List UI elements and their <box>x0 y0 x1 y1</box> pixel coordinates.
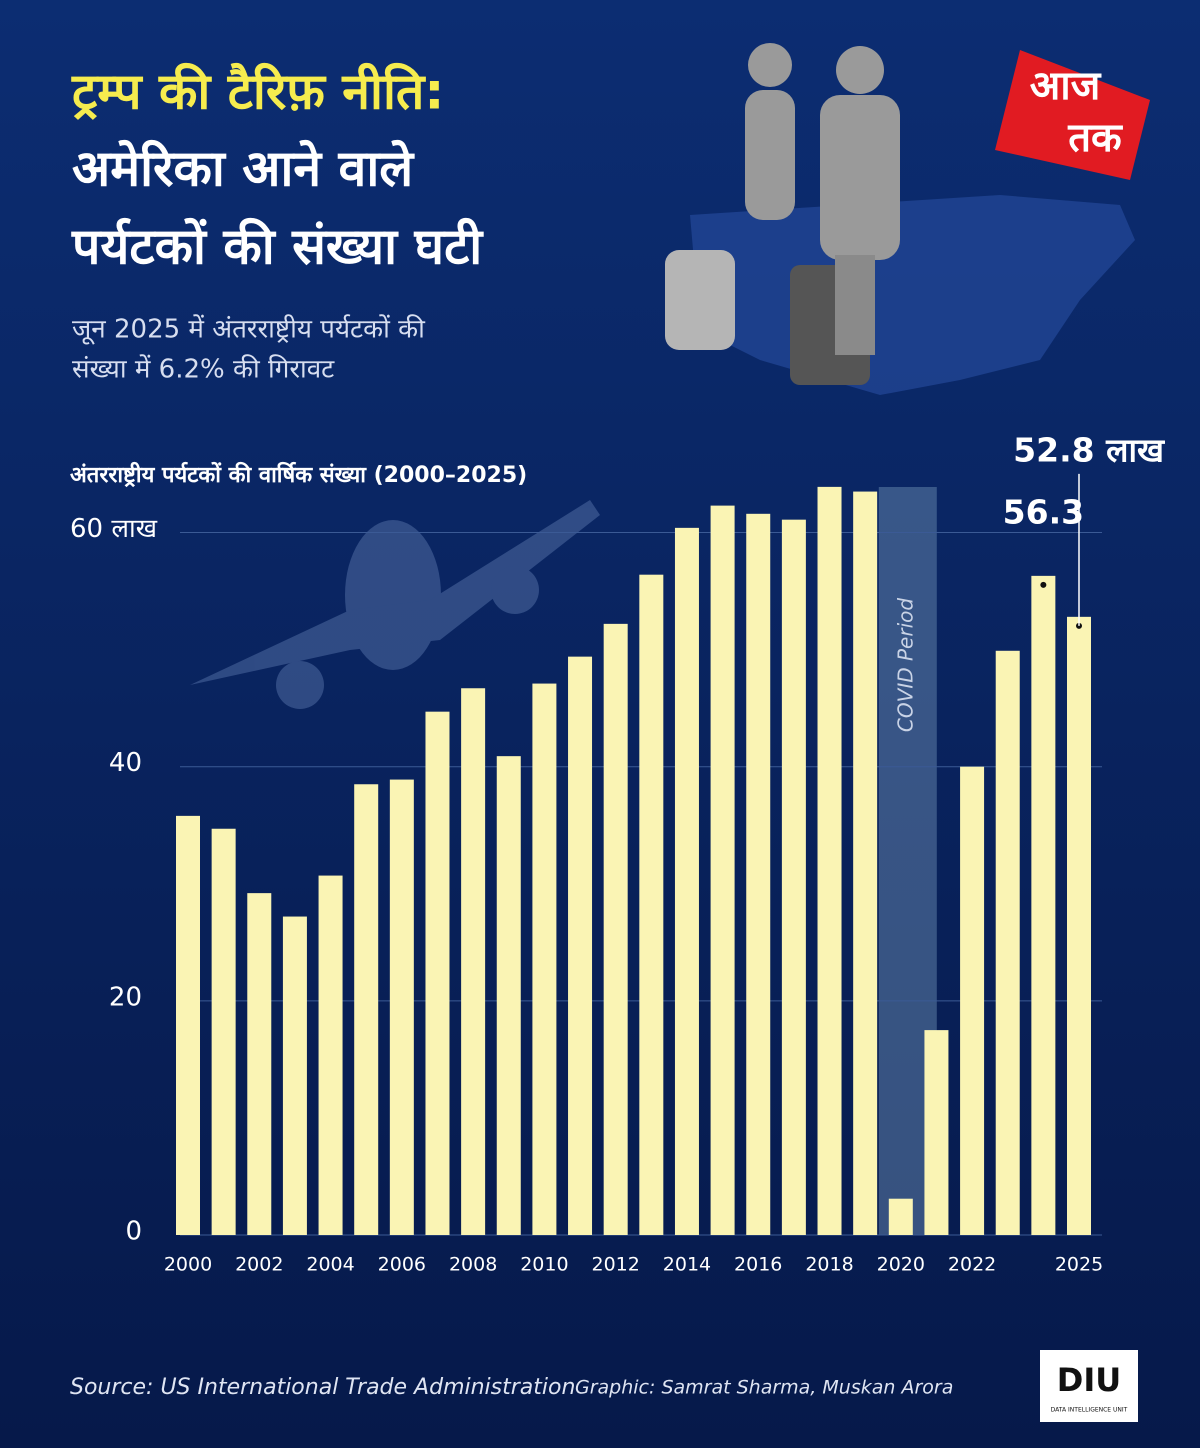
x-tick-label: 2006 <box>378 1254 426 1276</box>
y-tick-label: 0 <box>125 1217 142 1247</box>
subtitle: जून 2025 में अंतरराष्ट्रीय पर्यटकों की <box>72 314 426 346</box>
plot: COVID Period 0 20 40 60 लाख 2000 2002 2004 2006 2… <box>70 430 1165 1275</box>
diu-logo <box>1040 1350 1138 1422</box>
x-tick-label: 2025 <box>1055 1254 1103 1276</box>
traveller-illustration <box>665 43 900 385</box>
bar <box>176 815 200 1235</box>
bar <box>1067 616 1091 1235</box>
x-tick-label: 2022 <box>948 1254 996 1276</box>
bar <box>354 784 379 1235</box>
y-tick-label: 60 लाख <box>70 514 158 544</box>
bar <box>496 756 521 1235</box>
bar <box>389 779 414 1235</box>
bar <box>1031 575 1056 1235</box>
chart-title: अमेरिका आने वाले <box>72 140 415 198</box>
credit: Graphic: Samrat Sharma, Muskan Arora <box>575 1377 953 1399</box>
bar <box>568 656 593 1235</box>
x-tick-label: 2000 <box>164 1254 212 1276</box>
bar <box>461 688 486 1235</box>
bar <box>282 916 307 1235</box>
x-tick-label: 2012 <box>592 1254 640 1276</box>
logo-text: तक <box>1067 115 1123 161</box>
bar <box>853 491 878 1235</box>
bar <box>211 828 236 1235</box>
chart-title: पर्यटकों की संख्या घटी <box>71 218 484 276</box>
label-dot <box>1040 581 1047 588</box>
bar <box>532 683 557 1235</box>
axis-label: अंतरराष्ट्रीय पर्यटकों की वार्षिक संख्या… <box>70 461 527 488</box>
diu-logo-text: DIU <box>1057 1361 1121 1399</box>
bar <box>924 1030 949 1235</box>
value-label: 56.3 <box>1003 492 1084 531</box>
bar <box>247 893 272 1235</box>
bar <box>639 574 664 1235</box>
bar <box>318 875 343 1235</box>
chart-title: ट्रम्प की टैरिफ़ नीति: <box>71 63 444 121</box>
airplane-illustration <box>190 500 600 709</box>
bar <box>746 513 771 1235</box>
bar <box>603 623 628 1235</box>
bar <box>710 505 735 1235</box>
x-tick-label: 2002 <box>235 1254 283 1276</box>
bar <box>817 486 842 1236</box>
bar <box>960 766 985 1235</box>
value-label: 52.8 लाख <box>1013 430 1165 469</box>
x-tick-label: 2020 <box>877 1254 925 1276</box>
x-tick-label: 2018 <box>805 1254 853 1276</box>
source: Source: US International Trade Administr… <box>70 1375 575 1400</box>
x-tick-label: 2014 <box>663 1254 711 1276</box>
bar <box>425 711 450 1235</box>
bar <box>781 519 806 1235</box>
annotation: COVID Period <box>893 598 917 732</box>
bar <box>888 1198 913 1235</box>
y-tick-label: 40 <box>109 748 142 778</box>
diu-logo-subtext: DATA INTELLIGENCE UNIT <box>1051 1407 1128 1414</box>
subtitle: संख्या में 6.2% की गिरावट <box>72 354 335 385</box>
y-tick-label: 20 <box>109 982 142 1012</box>
x-tick-label: 2010 <box>520 1254 568 1276</box>
x-tick-label: 2008 <box>449 1254 497 1276</box>
x-tick-label: 2016 <box>734 1254 782 1276</box>
bar <box>674 527 699 1235</box>
x-tick-label: 2004 <box>306 1254 354 1276</box>
logo-text: आज <box>1030 63 1102 109</box>
bar <box>995 650 1020 1235</box>
logo: आज तक <box>995 50 1150 180</box>
